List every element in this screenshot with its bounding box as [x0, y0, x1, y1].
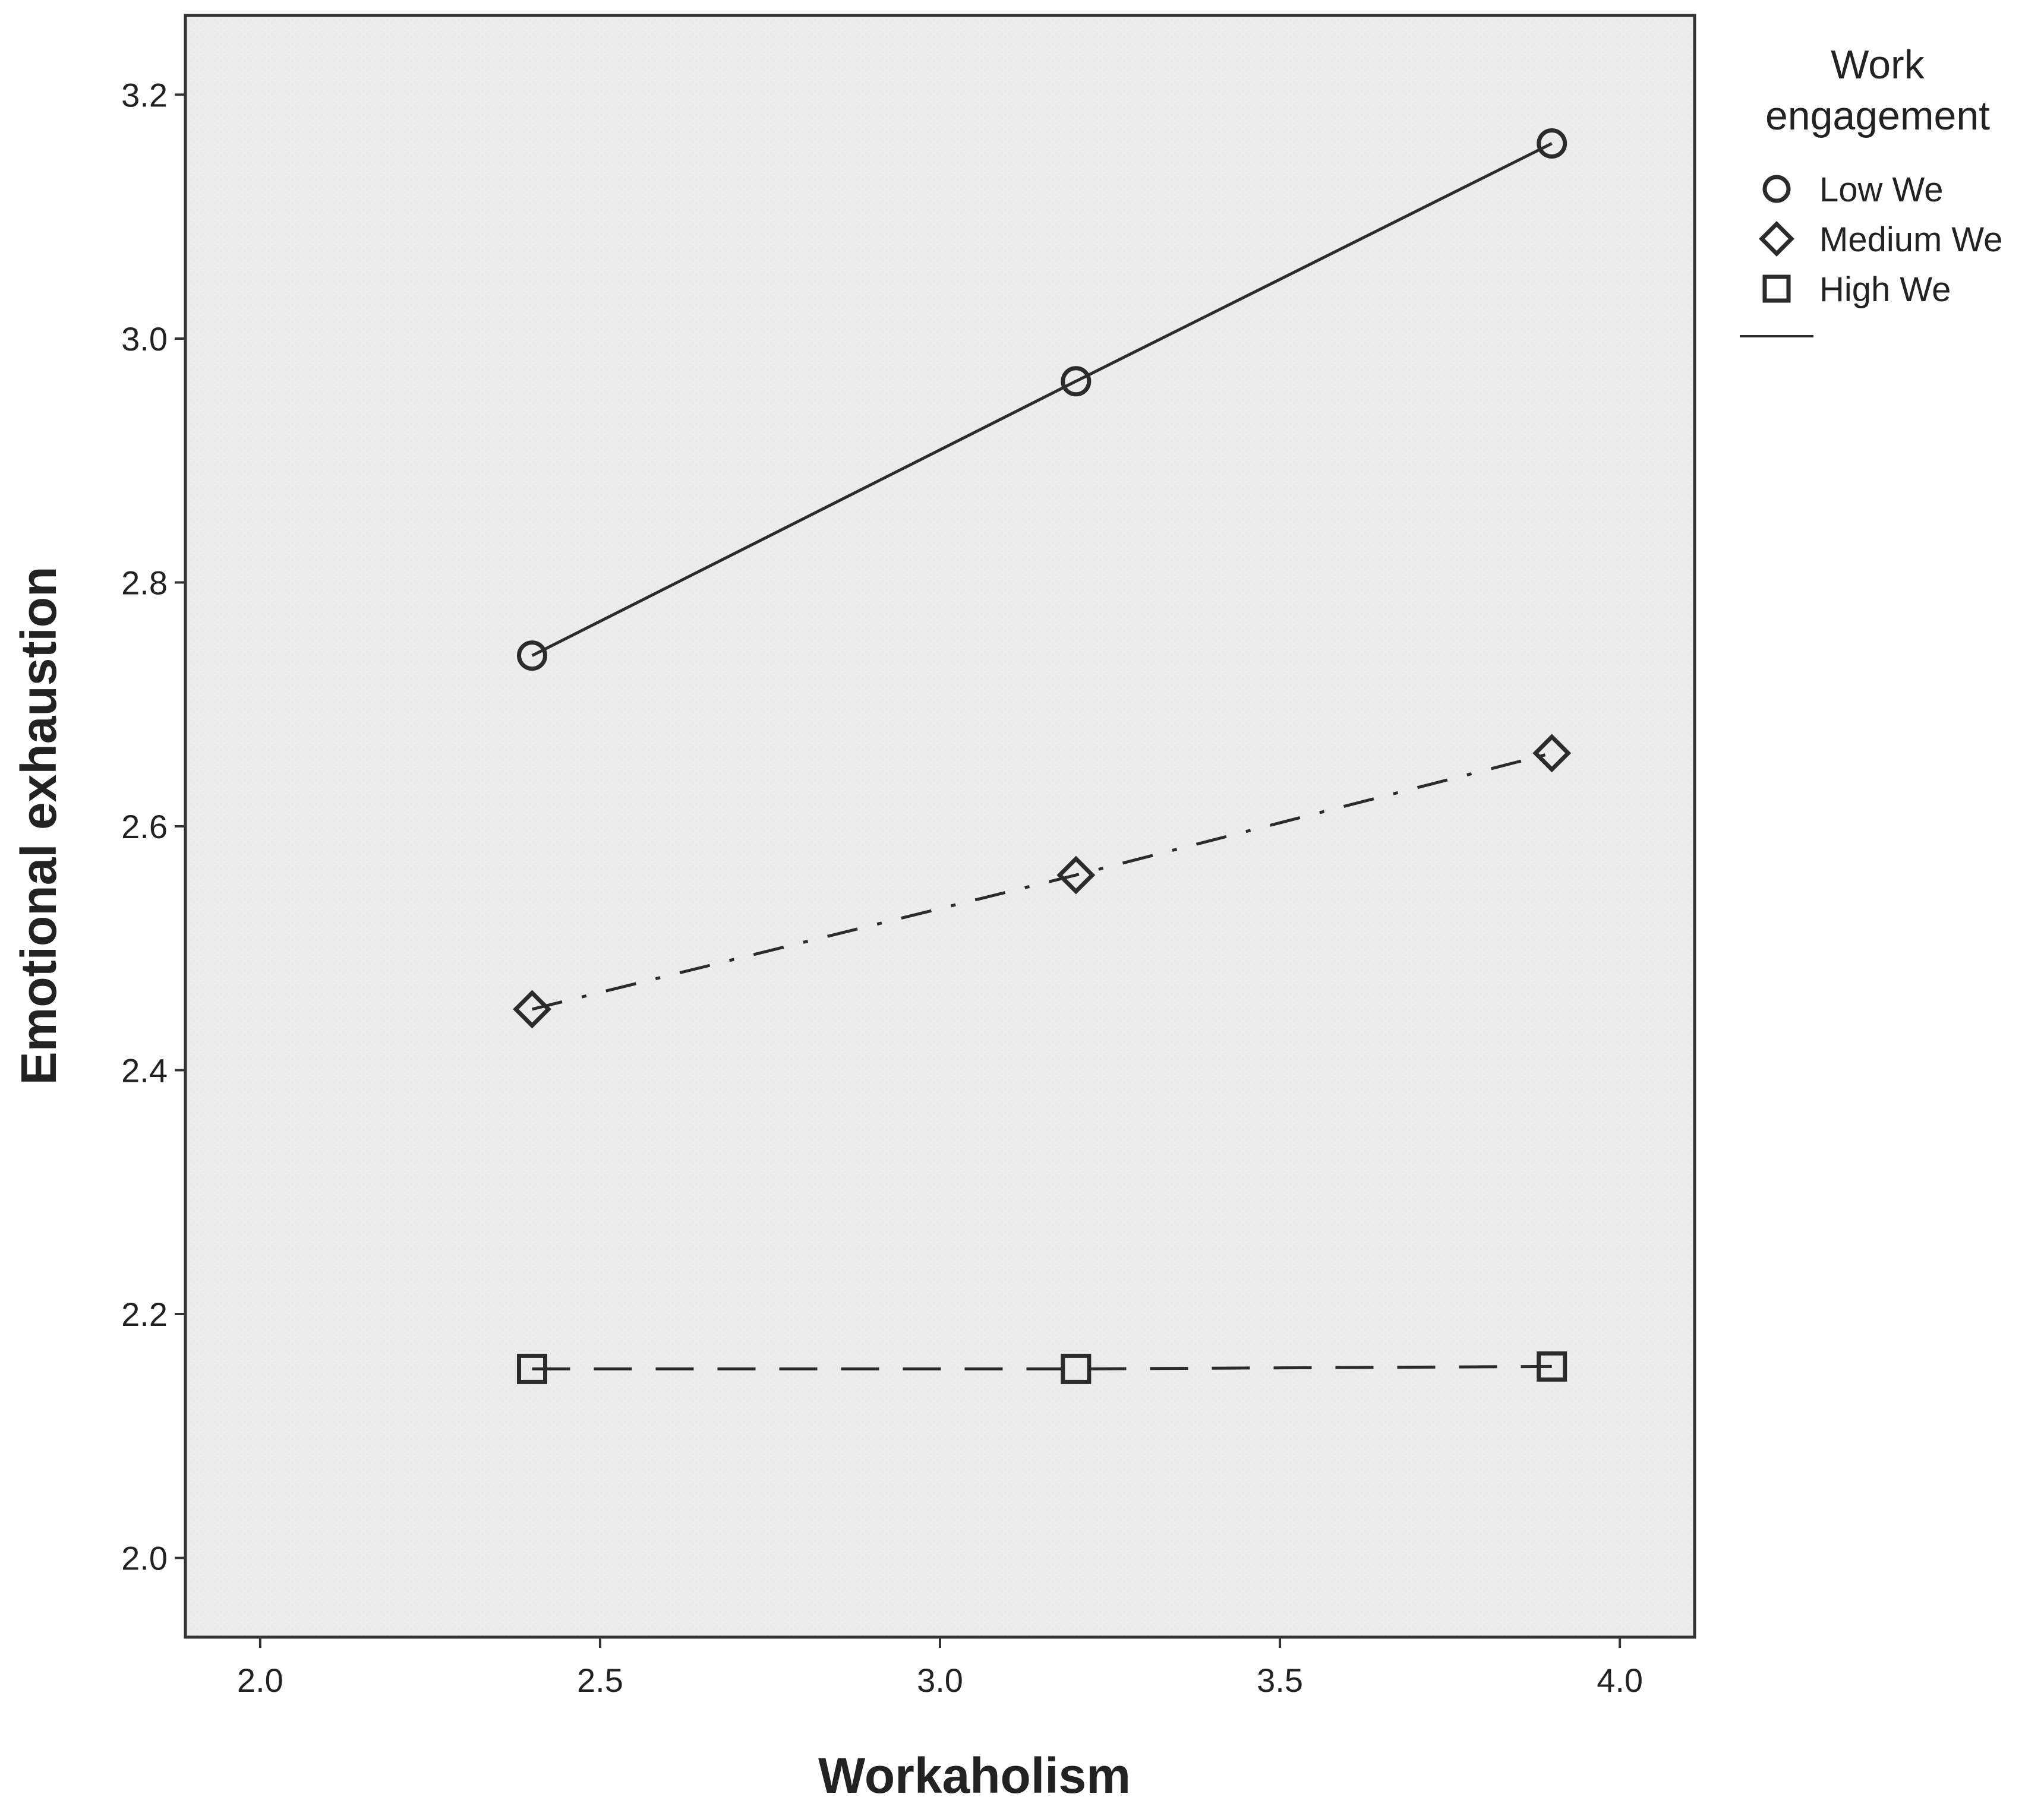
data-point-low-we	[1061, 366, 1092, 397]
series-lines	[531, 142, 1553, 1370]
x-tick-label: 3.0	[917, 1662, 963, 1699]
y-tick-label: 2.0	[121, 1540, 168, 1577]
legend-marker-medium-we	[1759, 221, 1794, 257]
legend-title: engagement	[1765, 93, 1990, 138]
data-point-medium-we	[513, 990, 551, 1029]
y-tick-label: 3.0	[121, 320, 168, 358]
data-point-medium-we	[1056, 855, 1096, 895]
legend-label: High We	[1819, 270, 1951, 309]
data-point-medium-we	[1532, 734, 1572, 773]
data-point-low-we	[517, 640, 548, 671]
legend: Work engagement Low We Medium We High We	[1740, 42, 2002, 337]
y-tick-label: 2.6	[121, 808, 168, 845]
x-tick-label: 2.0	[237, 1662, 283, 1699]
y-tick-label: 3.2	[121, 76, 168, 113]
x-tick-label: 4.0	[1597, 1662, 1643, 1699]
data-point-low-we	[1537, 128, 1567, 159]
y-tick-label: 2.4	[121, 1052, 168, 1089]
data-point-high-we	[1061, 1353, 1092, 1384]
y-tick-label: 2.2	[121, 1296, 168, 1333]
y-axis-title: Emotional exhaustion	[11, 567, 67, 1085]
x-tick-label: 2.5	[577, 1662, 623, 1699]
data-point-high-we	[517, 1353, 548, 1384]
y-tick-label: 2.8	[121, 564, 168, 601]
legend-marker-low-we	[1762, 175, 1791, 203]
legend-label: Low We	[1819, 170, 1943, 209]
legend-title: Work	[1831, 42, 1925, 87]
legend-marker-high-we	[1762, 274, 1791, 303]
plot-area	[184, 14, 1696, 1639]
legend-label: Medium We	[1819, 220, 2002, 259]
x-axis-title: Workaholism	[818, 1748, 1131, 1803]
y-axis: 2.0 2.2 2.4 2.6 2.8 3.0 3.2	[121, 76, 185, 1577]
x-axis: 2.0 2.5 3.0 3.5 4.0	[237, 1637, 1643, 1699]
series-line-low-we	[531, 142, 1553, 657]
data-point-high-we	[1537, 1351, 1567, 1382]
series-markers	[513, 128, 1572, 1384]
series-line-medium-we	[531, 751, 1553, 1011]
x-tick-label: 3.5	[1257, 1662, 1303, 1699]
